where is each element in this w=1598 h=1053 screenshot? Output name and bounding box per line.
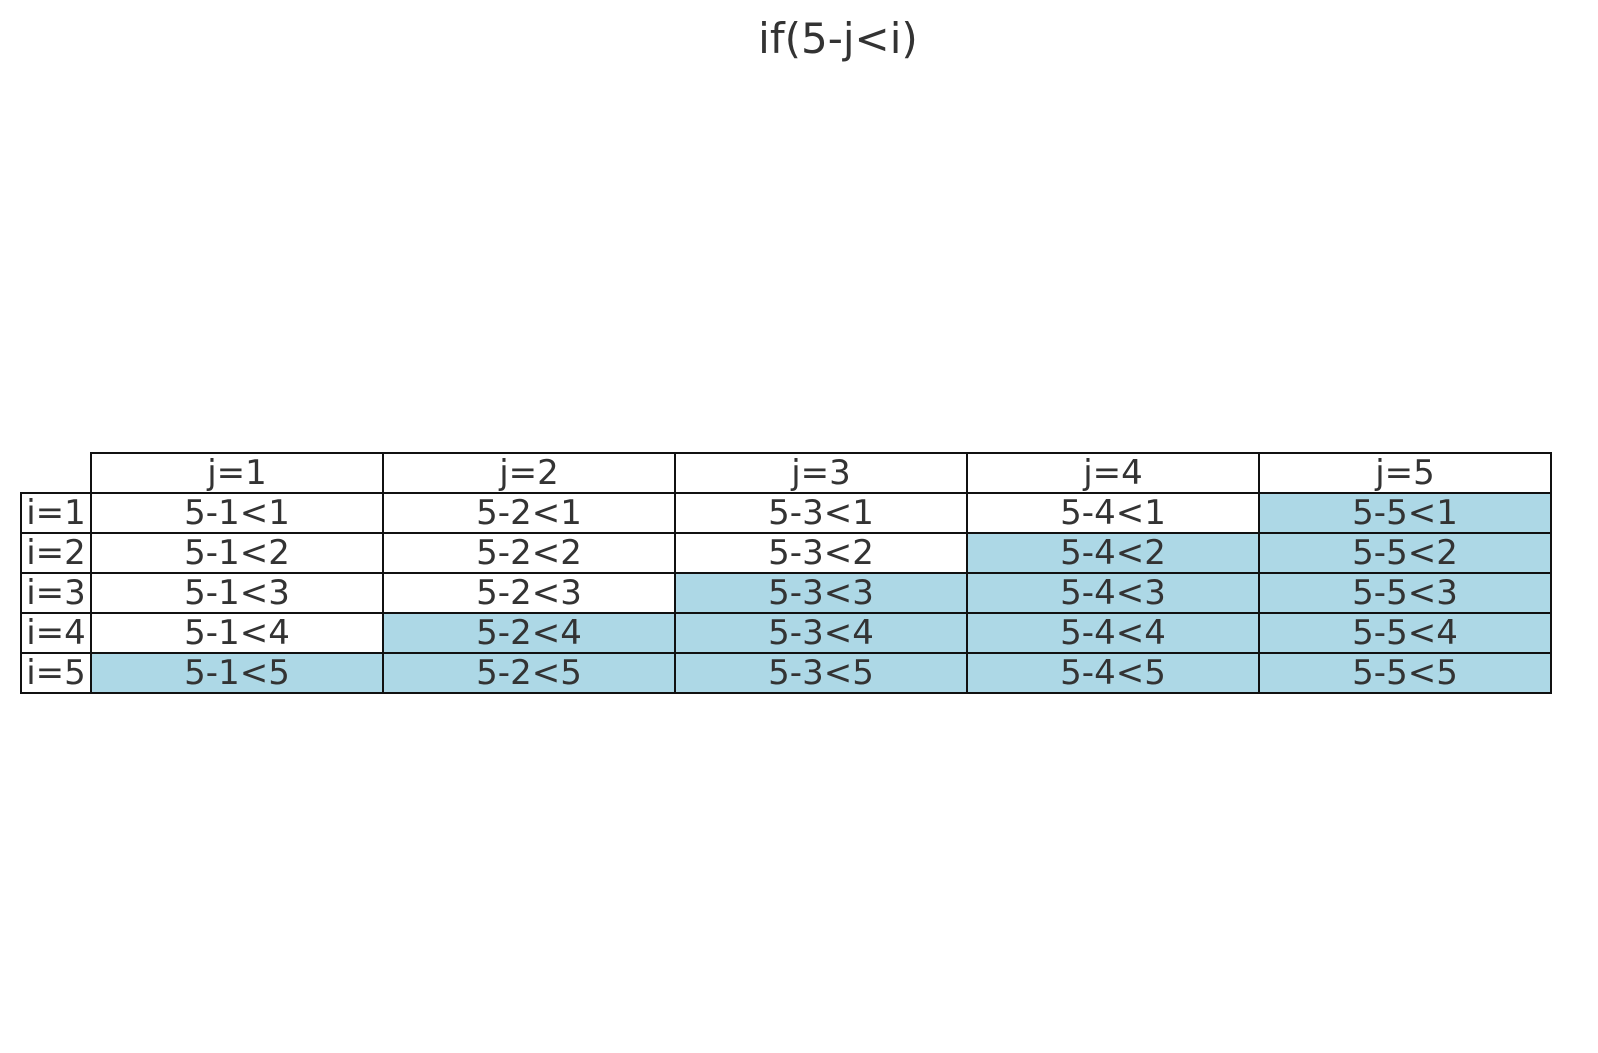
table-cell-2-1: 5-1<2 [90, 532, 384, 574]
column-header-1: j=1 [90, 452, 384, 494]
table-cell-3-3: 5-3<3 [674, 572, 968, 614]
table-cell-5-5: 5-5<5 [1258, 652, 1552, 694]
table-cell-3-4: 5-4<3 [966, 572, 1260, 614]
table-cell-4-2: 5-2<4 [382, 612, 676, 654]
table-cell-5-1: 5-1<5 [90, 652, 384, 694]
table-cell-2-5: 5-5<2 [1258, 532, 1552, 574]
table-cell-4-5: 5-5<4 [1258, 612, 1552, 654]
table-cell-1-4: 5-4<1 [966, 492, 1260, 534]
table-cell-3-2: 5-2<3 [382, 572, 676, 614]
table-cell-5-2: 5-2<5 [382, 652, 676, 694]
row-header-4: i=4 [20, 612, 92, 654]
column-header-3: j=3 [674, 452, 968, 494]
row-header-3: i=3 [20, 572, 92, 614]
column-header-2: j=2 [382, 452, 676, 494]
table-cell-3-5: 5-5<3 [1258, 572, 1552, 614]
table-cell-2-3: 5-3<2 [674, 532, 968, 574]
table-cell-4-4: 5-4<4 [966, 612, 1260, 654]
row-header-1: i=1 [20, 492, 92, 534]
table-cell-5-3: 5-3<5 [674, 652, 968, 694]
table-cell-1-2: 5-2<1 [382, 492, 676, 534]
table-cell-4-1: 5-1<4 [90, 612, 384, 654]
table-cell-1-1: 5-1<1 [90, 492, 384, 534]
table-cell-3-1: 5-1<3 [90, 572, 384, 614]
table-cell-2-4: 5-4<2 [966, 532, 1260, 574]
row-header-5: i=5 [20, 652, 92, 694]
row-header-2: i=2 [20, 532, 92, 574]
table-cell-1-5: 5-5<1 [1258, 492, 1552, 534]
column-header-4: j=4 [966, 452, 1260, 494]
table-cell-5-4: 5-4<5 [966, 652, 1260, 694]
table-cell-2-2: 5-2<2 [382, 532, 676, 574]
column-header-5: j=5 [1258, 452, 1552, 494]
table-cell-4-3: 5-3<4 [674, 612, 968, 654]
table-cell-1-3: 5-3<1 [674, 492, 968, 534]
chart-title: if(5-j<i) [758, 14, 918, 63]
